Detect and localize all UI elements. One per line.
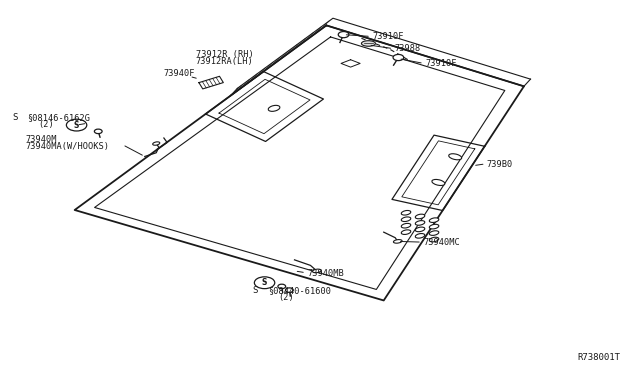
Circle shape (278, 284, 285, 289)
Circle shape (285, 288, 293, 292)
Ellipse shape (362, 41, 376, 46)
Ellipse shape (394, 240, 402, 243)
Circle shape (67, 119, 87, 131)
Ellipse shape (268, 105, 280, 111)
Text: S: S (13, 113, 18, 122)
Circle shape (393, 54, 404, 61)
Text: 73940F: 73940F (164, 69, 195, 78)
Text: 73940MC: 73940MC (423, 238, 460, 247)
Ellipse shape (429, 231, 439, 235)
Circle shape (94, 129, 102, 134)
Ellipse shape (429, 224, 439, 229)
Ellipse shape (401, 211, 411, 215)
Ellipse shape (449, 154, 461, 160)
Ellipse shape (429, 218, 439, 222)
Ellipse shape (415, 227, 425, 232)
Text: §08440-61600: §08440-61600 (268, 286, 331, 295)
Ellipse shape (432, 179, 445, 186)
Text: 73940M: 73940M (26, 135, 57, 144)
Text: 73910F: 73910F (372, 32, 404, 41)
Ellipse shape (312, 269, 321, 273)
Text: (2): (2) (278, 294, 294, 302)
Text: 73912RA(LH): 73912RA(LH) (196, 57, 253, 66)
Text: S: S (74, 121, 79, 129)
Ellipse shape (401, 230, 411, 234)
Ellipse shape (415, 234, 425, 238)
Text: (2): (2) (38, 120, 54, 129)
Text: 73910F: 73910F (425, 59, 457, 68)
Text: R738001T: R738001T (578, 353, 621, 362)
Ellipse shape (415, 214, 425, 219)
Text: §08146-6162G: §08146-6162G (27, 113, 90, 122)
Circle shape (254, 277, 275, 289)
Circle shape (339, 32, 349, 38)
Text: 73940MB: 73940MB (307, 269, 344, 278)
Ellipse shape (401, 224, 411, 228)
Text: S: S (262, 278, 268, 287)
Text: 73988: 73988 (394, 44, 421, 53)
Text: S: S (252, 286, 258, 295)
Text: 73912R (RH): 73912R (RH) (196, 51, 253, 60)
Ellipse shape (415, 221, 425, 225)
Ellipse shape (429, 237, 439, 242)
Text: 73940MA(W/HOOKS): 73940MA(W/HOOKS) (26, 142, 109, 151)
Ellipse shape (153, 142, 160, 145)
Text: 739B0: 739B0 (487, 160, 513, 169)
Ellipse shape (401, 217, 411, 222)
